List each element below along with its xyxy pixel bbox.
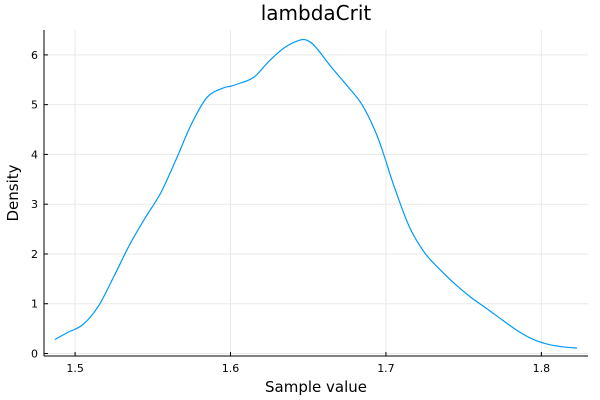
grid-layer [44, 30, 588, 356]
ticks-layer: 1.5 1.6 1.7 1.8 0 1 2 3 4 5 6 [31, 49, 550, 375]
series-layer [54, 38, 578, 349]
chart-title: lambdaCrit [261, 1, 372, 25]
x-tick-label: 1.6 [222, 362, 240, 375]
x-tick-label: 1.5 [66, 362, 84, 375]
x-tick-label: 1.7 [377, 362, 395, 375]
y-tick-label: 2 [31, 248, 38, 261]
y-axis-label: Density [4, 164, 22, 221]
x-tick-label: 1.8 [533, 362, 551, 375]
x-axis-label: Sample value [265, 378, 367, 396]
axes-layer [43, 30, 588, 357]
y-tick-label: 4 [31, 148, 38, 161]
y-tick-label: 1 [31, 298, 38, 311]
y-tick-label: 0 [31, 348, 38, 361]
density-line [54, 38, 578, 349]
y-tick-label: 5 [31, 99, 38, 112]
y-tick-label: 3 [31, 198, 38, 211]
y-tick-label: 6 [31, 49, 38, 62]
